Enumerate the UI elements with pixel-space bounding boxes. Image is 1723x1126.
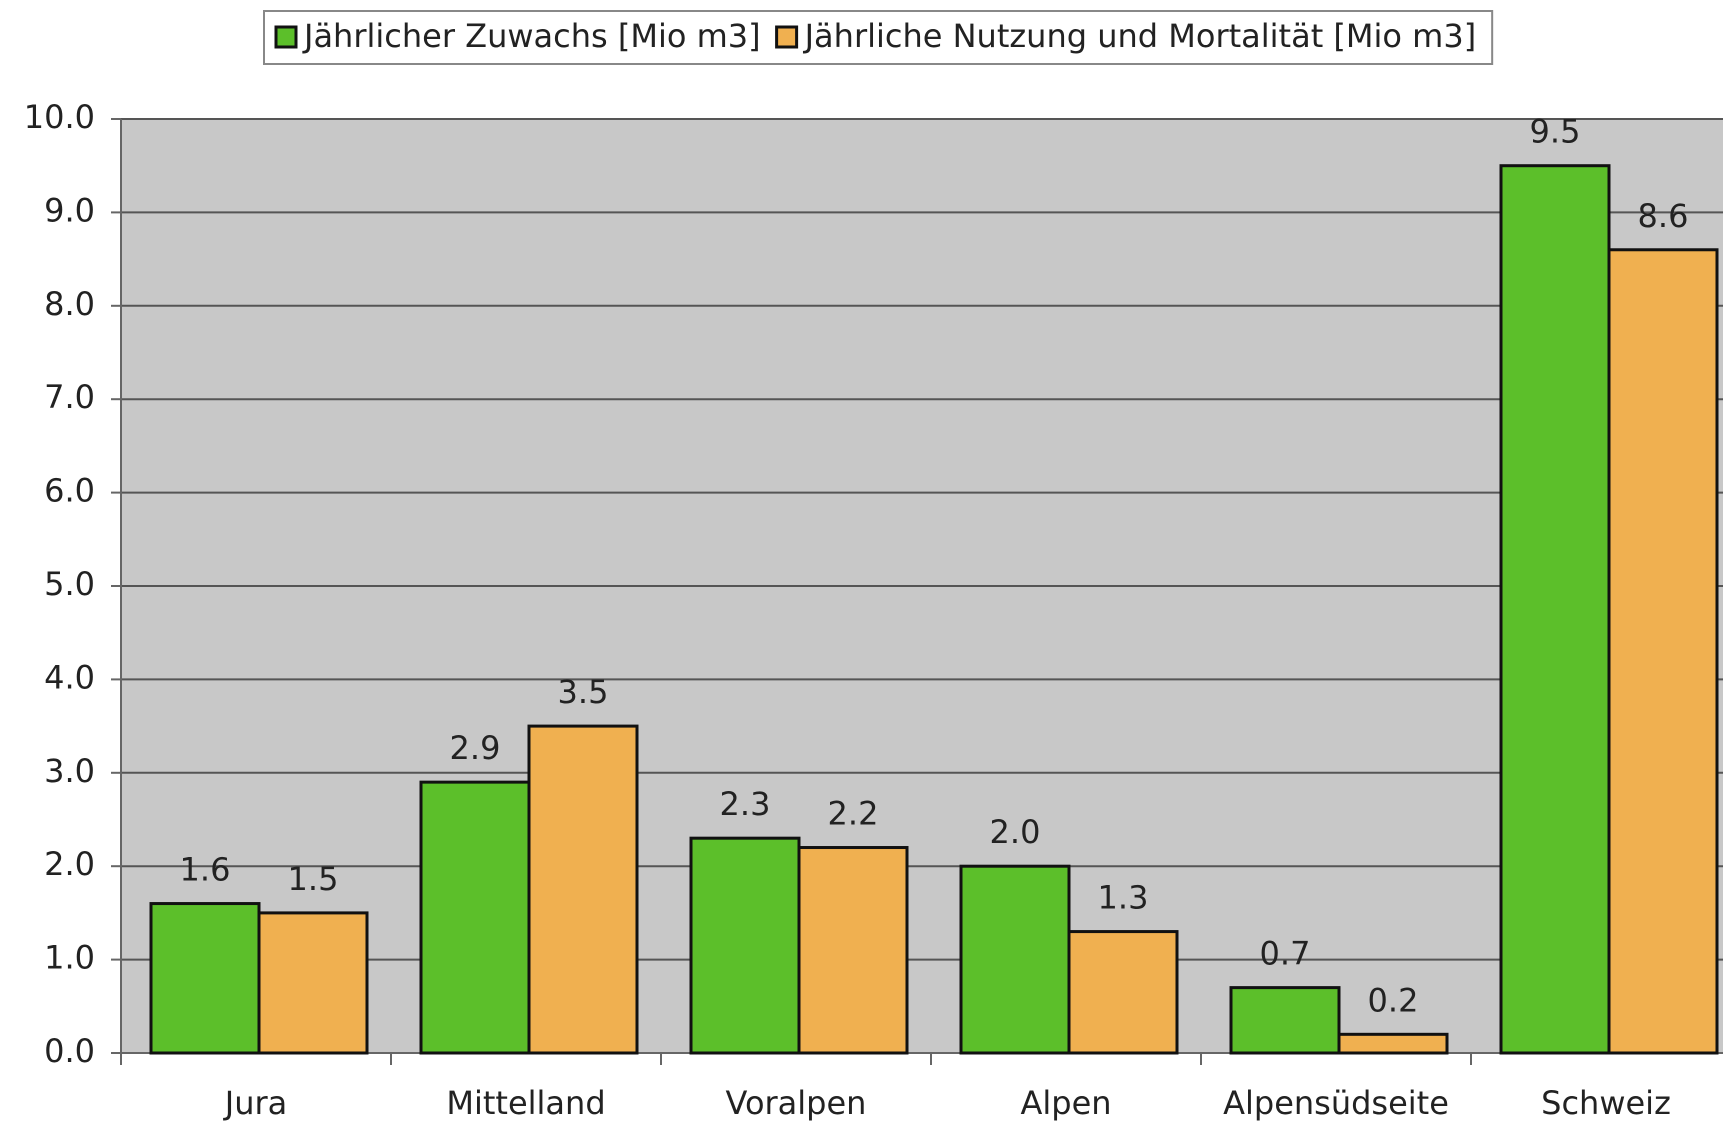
y-tick-label: 8.0 <box>44 285 95 323</box>
data-label: 1.6 <box>180 851 231 889</box>
bar <box>1067 930 1179 1055</box>
bar <box>1337 1032 1449 1055</box>
bar <box>419 780 531 1055</box>
x-tick-label: Schweiz <box>1541 1084 1671 1122</box>
x-tick-label: Alpen <box>1020 1084 1111 1122</box>
bar <box>149 902 261 1055</box>
legend-swatch <box>274 25 298 49</box>
y-tick-label: 10.0 <box>24 98 95 136</box>
x-tick-label: Mittelland <box>446 1084 605 1122</box>
data-label: 0.2 <box>1368 981 1419 1019</box>
data-label: 2.3 <box>720 785 771 823</box>
data-label: 2.9 <box>450 729 501 767</box>
bar <box>257 911 369 1055</box>
bar <box>959 864 1071 1055</box>
data-label: 8.6 <box>1638 197 1689 235</box>
bar <box>1229 986 1341 1055</box>
y-tick-label: 2.0 <box>44 845 95 883</box>
data-label: 9.5 <box>1530 113 1581 151</box>
data-label: 1.5 <box>288 860 339 898</box>
legend-swatch <box>775 25 799 49</box>
bar <box>1499 164 1611 1055</box>
y-tick-label: 5.0 <box>44 565 95 603</box>
x-tick-label: Jura <box>223 1084 287 1122</box>
y-tick-label: 0.0 <box>44 1032 95 1070</box>
y-tick-label: 4.0 <box>44 658 95 696</box>
y-tick-label: 6.0 <box>44 472 95 510</box>
legend-label: Jährlicher Zuwachs [Mio m3] <box>302 17 761 55</box>
x-tick-label: Alpensüdseite <box>1223 1084 1449 1122</box>
bar <box>527 724 639 1055</box>
data-label: 3.5 <box>558 673 609 711</box>
y-tick-label: 7.0 <box>44 378 95 416</box>
x-tick-label: Voralpen <box>726 1084 867 1122</box>
legend-box <box>263 10 1494 65</box>
bar <box>1607 248 1719 1055</box>
bar <box>689 836 801 1055</box>
data-label: 2.0 <box>990 813 1041 851</box>
legend-label: Jährliche Nutzung und Mortalität [Mio m3… <box>803 17 1477 55</box>
y-tick-label: 3.0 <box>44 752 95 790</box>
bar <box>797 846 909 1055</box>
data-label: 1.3 <box>1098 879 1149 917</box>
data-label: 0.7 <box>1260 935 1311 973</box>
y-tick-label: 9.0 <box>44 191 95 229</box>
y-tick-label: 1.0 <box>44 939 95 977</box>
data-label: 2.2 <box>828 795 879 833</box>
